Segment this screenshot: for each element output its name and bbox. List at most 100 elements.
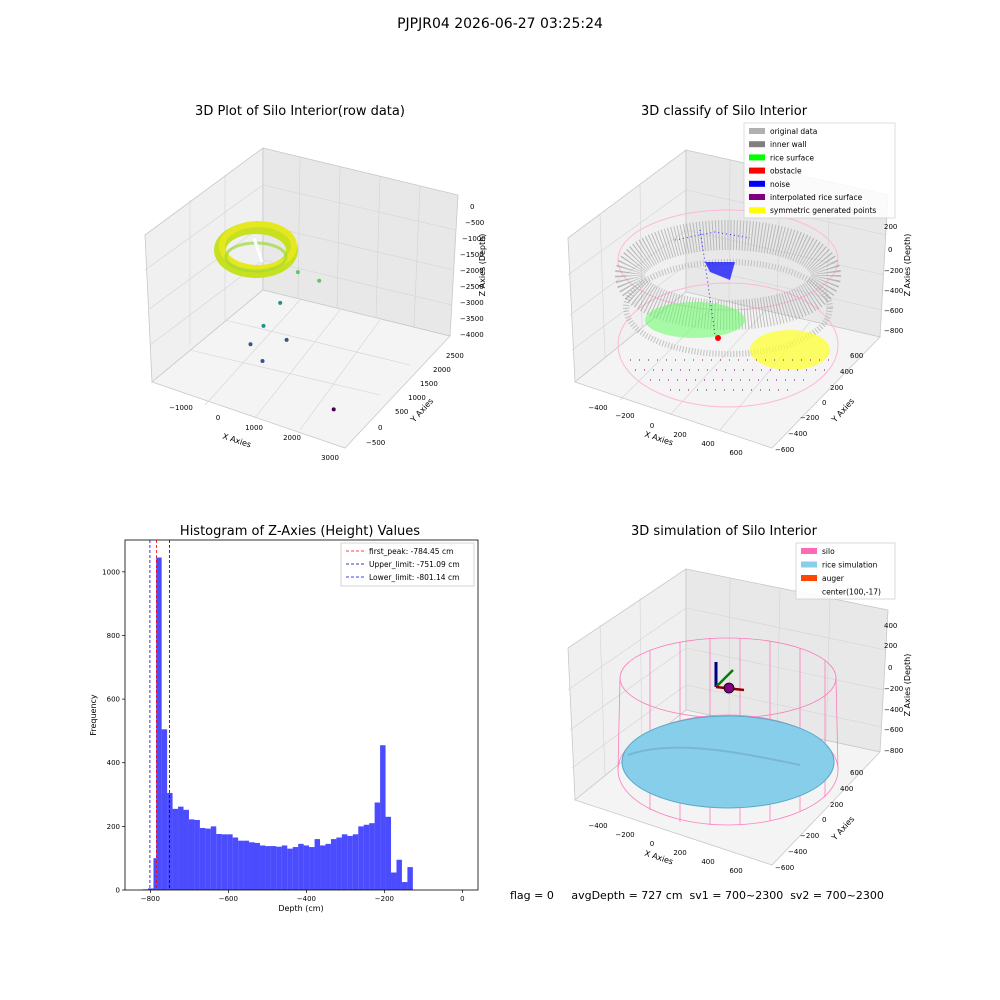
x-tick-label: 0	[460, 895, 464, 903]
histogram-bar	[167, 792, 173, 890]
panel1-zlabel: Z Axies (Depth)	[478, 234, 487, 297]
histogram-ylabel: Frequency	[89, 694, 98, 736]
legend-swatch	[749, 141, 765, 148]
panel4-xtick: −400	[588, 822, 607, 830]
histogram-bar	[303, 845, 310, 890]
panel4-xtick: 200	[673, 849, 686, 857]
legend-swatch	[749, 207, 765, 214]
panel1-ztick: −2500	[460, 283, 484, 291]
panel1-xtick: 2000	[283, 434, 301, 442]
histogram-bar	[210, 826, 217, 890]
legend-label: silo	[822, 547, 835, 556]
histogram-bar	[216, 834, 222, 890]
figure-title: PJPJR04 2026-06-27 03:25:24	[397, 16, 603, 32]
panel1-x-ticks: −1000 0 1000 2000 3000	[169, 404, 339, 462]
panel2-ztick: −400	[884, 287, 903, 295]
panel1-ytick: 2000	[433, 366, 451, 374]
histogram-bar	[325, 843, 331, 890]
histogram-bar	[178, 806, 184, 890]
panel4-auger	[714, 662, 745, 694]
panel2-xtick: 0	[650, 422, 654, 430]
histogram-bar	[341, 834, 348, 890]
panel2-xtick: −400	[588, 404, 607, 412]
histogram-bar	[183, 809, 189, 890]
y-tick-label: 0	[116, 887, 120, 895]
histogram-bar	[287, 848, 293, 890]
panel4-rice-surface	[621, 715, 835, 809]
panel4-ytick: 600	[850, 769, 863, 777]
panel1-3d-plot: −1000 0 1000 2000 3000 −500 0 500 1000 1…	[144, 147, 487, 462]
histogram-bar	[336, 837, 342, 890]
legend-label: center(100,-17)	[822, 588, 881, 597]
histogram-bar	[238, 840, 244, 890]
histogram-bar	[298, 843, 304, 890]
histogram-bar	[227, 834, 233, 890]
panel4-xtick: 0	[650, 840, 654, 848]
panel2-xlabel: X Axies	[643, 430, 674, 448]
panel1-ztick: −2000	[460, 267, 484, 275]
panel1-ytick: 0	[378, 424, 382, 432]
histogram-bar	[161, 729, 168, 890]
panel2-xtick: 200	[673, 431, 686, 439]
panel2-point-cloud	[615, 209, 841, 408]
status-footer: flag = 0 avgDepth = 727 cm sv1 = 700~230…	[510, 889, 884, 902]
panel1-y-ticks: −500 0 500 1000 1500 2000 2500	[366, 352, 464, 447]
panel4-ytick: −400	[788, 848, 807, 856]
histogram-bar	[380, 745, 386, 890]
outlier-point	[261, 323, 266, 328]
histogram-bar	[205, 828, 211, 890]
legend-label: Lower_limit: -801.14 cm	[369, 573, 459, 582]
legend-swatch	[801, 561, 817, 568]
outlier-point	[284, 337, 289, 342]
histogram-vlines	[149, 540, 170, 890]
histogram-frame	[124, 539, 479, 891]
histogram-bar	[221, 834, 228, 890]
histogram-bar	[270, 846, 277, 890]
histogram-bar	[363, 824, 370, 890]
panel1-z-ticks: 0 −500 −1000 −1500 −2000 −2500 −3000 −35…	[460, 203, 486, 339]
panel4-ytick: 0	[822, 816, 826, 824]
legend-swatch	[749, 167, 765, 174]
panel4-ztick: 0	[888, 664, 892, 672]
histogram-xlabel: Depth (cm)	[278, 904, 323, 913]
x-tick-label: −400	[297, 895, 316, 903]
panel1-ytick: 1000	[408, 394, 426, 402]
outlier-point	[331, 407, 336, 412]
histogram-bar	[249, 842, 255, 890]
panel4-xtick: −200	[615, 831, 634, 839]
panel1-ztick: −1500	[460, 251, 484, 259]
histogram-bar	[396, 859, 402, 890]
panel2-3d-plot: original data inner wall rice surface obsta…	[567, 122, 912, 457]
panel2-xtick: 400	[701, 440, 714, 448]
panel2-legend: original data inner wall rice surface obsta…	[743, 122, 896, 219]
y-tick-label: 400	[107, 759, 120, 767]
panel1-xtick: 1000	[245, 424, 263, 432]
y-tick-label: 200	[107, 823, 120, 831]
histogram-bar	[330, 839, 337, 890]
y-tick-label: 800	[107, 632, 120, 640]
panel1-outlier-points	[248, 270, 336, 412]
outlier-point	[278, 300, 283, 305]
histogram-bar	[385, 816, 392, 890]
panel4-ztick: −600	[884, 726, 903, 734]
panel4-xtick: 600	[729, 867, 742, 875]
legend-label: original data	[770, 127, 817, 136]
histogram-bar	[276, 846, 282, 890]
panel3-histogram: −800 −600 −400 −200 0 0 200 400 600 800 1000 Dept…	[89, 539, 479, 913]
panel4-ztick: −800	[884, 747, 903, 755]
panel1-ytick: 2500	[446, 352, 464, 360]
panel4-xtick: 400	[701, 858, 714, 866]
panel2-ztick: −800	[884, 327, 903, 335]
panel4-xlabel: X Axies	[643, 849, 674, 867]
panel2-title: 3D classify of Silo Interior	[640, 104, 808, 119]
histogram-bar	[292, 847, 299, 890]
panel2-axes-panes	[567, 149, 889, 449]
legend-label: Upper_limit: -751.09 cm	[369, 560, 460, 569]
panel2-ytick: −200	[800, 414, 819, 422]
histogram-y-ticks: 0 200 400 600 800 1000	[102, 568, 125, 895]
panel1-ztick: 0	[470, 203, 474, 211]
panel4-ytick: 400	[840, 785, 853, 793]
panel2-ztick: 0	[888, 246, 892, 254]
y-tick-label: 600	[107, 696, 120, 704]
